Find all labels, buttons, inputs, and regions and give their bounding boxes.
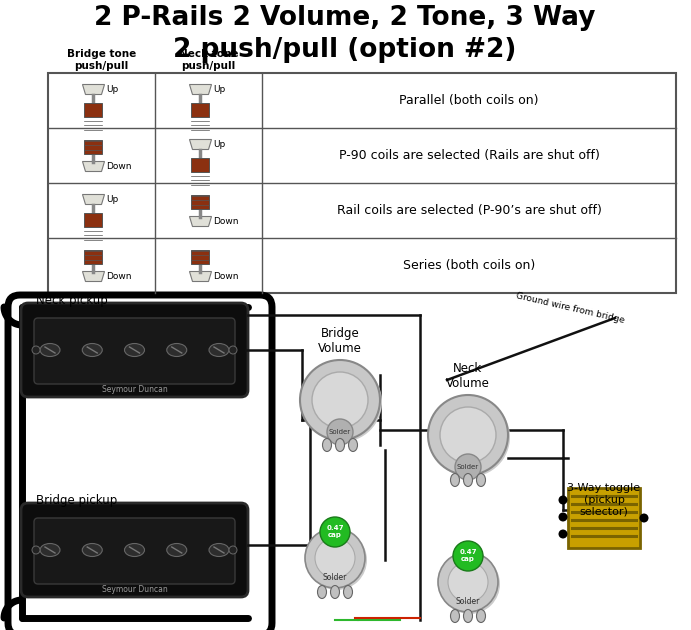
Circle shape [32, 346, 40, 354]
Bar [48, 73, 676, 293]
Text: Down: Down [214, 272, 239, 281]
Circle shape [558, 529, 567, 539]
Circle shape [558, 496, 567, 505]
Polygon shape [189, 139, 211, 149]
FancyBboxPatch shape [21, 503, 248, 597]
Text: Up: Up [214, 140, 226, 149]
Bar [84, 103, 102, 117]
Polygon shape [82, 195, 104, 205]
Circle shape [558, 512, 567, 522]
Text: Down: Down [106, 272, 132, 281]
Text: P-90 coils are selected (Rails are shut off): P-90 coils are selected (Rails are shut … [339, 149, 599, 162]
Ellipse shape [348, 438, 357, 452]
Ellipse shape [209, 343, 229, 357]
Bar [84, 249, 102, 263]
Polygon shape [82, 272, 104, 282]
Text: Up: Up [106, 85, 119, 94]
FancyBboxPatch shape [34, 518, 235, 584]
Ellipse shape [330, 585, 339, 598]
Text: Solder: Solder [456, 597, 480, 607]
Bar [191, 249, 209, 263]
Circle shape [229, 546, 237, 554]
Text: 2 P-Rails 2 Volume, 2 Tone, 3 Way: 2 P-Rails 2 Volume, 2 Tone, 3 Way [94, 5, 596, 31]
Text: 2 push/pull (option #2): 2 push/pull (option #2) [173, 37, 517, 63]
Circle shape [448, 562, 488, 602]
Text: Up: Up [106, 195, 119, 204]
Ellipse shape [464, 474, 473, 486]
Ellipse shape [124, 343, 144, 357]
Ellipse shape [323, 438, 332, 452]
FancyBboxPatch shape [21, 303, 248, 397]
Circle shape [229, 346, 237, 354]
Circle shape [300, 360, 380, 440]
Text: 3-Way toggle
(pickup
selector): 3-Way toggle (pickup selector) [567, 483, 641, 516]
Text: Seymour Duncan: Seymour Duncan [102, 385, 167, 394]
Ellipse shape [464, 609, 473, 622]
Text: 0.47
cap: 0.47 cap [460, 549, 477, 563]
Ellipse shape [82, 544, 102, 556]
Circle shape [438, 552, 498, 612]
Circle shape [312, 372, 368, 428]
Circle shape [302, 362, 382, 442]
Circle shape [320, 517, 350, 547]
Circle shape [428, 395, 508, 475]
Polygon shape [82, 161, 104, 171]
Ellipse shape [40, 343, 60, 357]
Ellipse shape [167, 343, 187, 357]
Circle shape [430, 397, 510, 477]
Circle shape [315, 538, 355, 578]
Ellipse shape [82, 343, 102, 357]
Bar [84, 139, 102, 154]
Text: Bridge tone
push/pull: Bridge tone push/pull [67, 49, 136, 71]
Text: Down: Down [106, 162, 132, 171]
Text: Parallel (both coils on): Parallel (both coils on) [399, 94, 539, 107]
Bar [84, 212, 102, 227]
Bar [191, 195, 209, 209]
Text: Bridge
Volume: Bridge Volume [318, 327, 362, 355]
Ellipse shape [317, 585, 327, 598]
Circle shape [453, 541, 483, 571]
Ellipse shape [477, 474, 486, 486]
Text: Solder: Solder [323, 573, 347, 583]
Circle shape [639, 513, 648, 522]
Text: Solder: Solder [329, 429, 351, 435]
Text: Neck tone
push/pull: Neck tone push/pull [179, 49, 238, 71]
Ellipse shape [343, 585, 352, 598]
Bar [568, 488, 640, 548]
Ellipse shape [167, 544, 187, 556]
Polygon shape [189, 84, 211, 94]
Polygon shape [189, 217, 211, 227]
Text: Solder: Solder [457, 464, 479, 470]
Ellipse shape [40, 544, 60, 556]
Circle shape [440, 407, 496, 463]
Circle shape [307, 530, 367, 590]
Circle shape [32, 546, 40, 554]
Text: Neck pickup: Neck pickup [36, 294, 108, 307]
FancyBboxPatch shape [34, 318, 235, 384]
Ellipse shape [336, 438, 345, 452]
Circle shape [440, 554, 500, 614]
Text: Ground wire from bridge: Ground wire from bridge [515, 291, 625, 325]
Polygon shape [82, 84, 104, 94]
Text: Bridge pickup: Bridge pickup [36, 494, 117, 507]
Text: Seymour Duncan: Seymour Duncan [102, 585, 167, 594]
Circle shape [455, 454, 481, 480]
Ellipse shape [477, 609, 486, 622]
Text: Up: Up [214, 85, 226, 94]
Polygon shape [189, 272, 211, 282]
Text: Down: Down [214, 217, 239, 226]
Text: Series (both coils on): Series (both coils on) [403, 259, 535, 272]
Circle shape [327, 419, 353, 445]
Text: 0.47
cap: 0.47 cap [326, 525, 343, 539]
Ellipse shape [451, 474, 460, 486]
Circle shape [305, 528, 365, 588]
Ellipse shape [209, 544, 229, 556]
Ellipse shape [124, 544, 144, 556]
Bar [191, 158, 209, 171]
Ellipse shape [451, 609, 460, 622]
Text: Neck
Volume: Neck Volume [446, 362, 490, 390]
Bar [191, 103, 209, 117]
Text: Rail coils are selected (P-90’s are shut off): Rail coils are selected (P-90’s are shut… [337, 204, 601, 217]
